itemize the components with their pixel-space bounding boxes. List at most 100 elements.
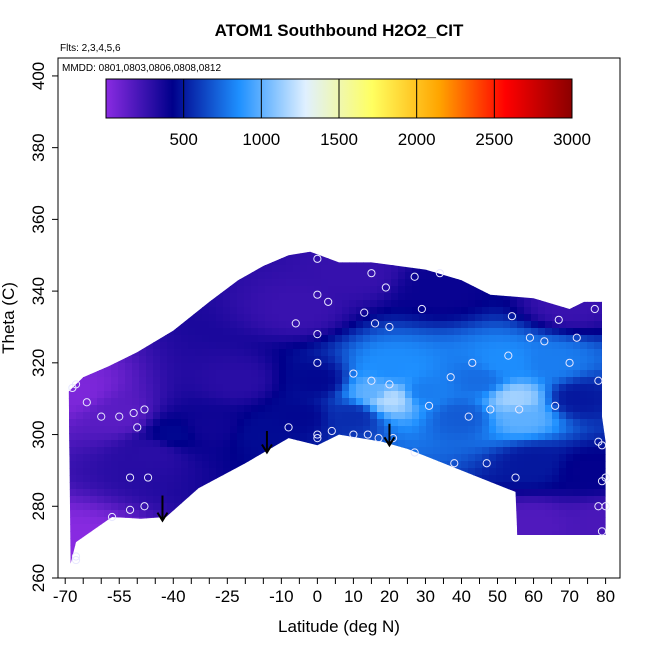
heatmap-cell xyxy=(328,370,336,378)
heatmap-cell xyxy=(482,363,490,371)
heatmap-cell xyxy=(68,300,70,308)
heatmap-cell xyxy=(482,370,490,378)
heatmap-cell xyxy=(76,405,84,413)
heatmap-cell xyxy=(230,447,238,455)
heatmap-cell xyxy=(111,237,119,245)
heatmap-cell xyxy=(251,545,259,553)
heatmap-cell xyxy=(412,419,420,427)
heatmap-cell xyxy=(482,461,490,469)
heatmap-cell xyxy=(447,426,455,434)
heatmap-cell xyxy=(181,272,189,280)
heatmap-cell xyxy=(517,342,525,350)
heatmap-cell xyxy=(160,531,168,539)
heatmap-cell xyxy=(356,293,364,301)
heatmap-cell xyxy=(496,405,504,413)
heatmap-cell xyxy=(559,342,567,350)
heatmap-cell xyxy=(601,447,606,455)
heatmap-cell xyxy=(349,489,357,497)
heatmap-cell xyxy=(286,391,294,399)
heatmap-cell xyxy=(195,265,203,273)
heatmap-cell xyxy=(573,328,581,336)
heatmap-cell xyxy=(531,230,539,238)
heatmap-cell xyxy=(188,328,196,336)
heatmap-cell xyxy=(335,545,343,553)
heatmap-cell xyxy=(440,251,448,259)
heatmap-cell xyxy=(377,538,385,546)
heatmap-cell xyxy=(251,377,259,385)
heatmap-cell xyxy=(398,447,406,455)
heatmap-cell xyxy=(552,265,560,273)
heatmap-cell xyxy=(300,230,308,238)
heatmap-cell xyxy=(216,545,224,553)
heatmap-cell xyxy=(538,454,546,462)
heatmap-cell xyxy=(559,314,567,322)
heatmap-cell xyxy=(321,447,329,455)
heatmap-cell xyxy=(412,517,420,525)
heatmap-cell xyxy=(475,328,483,336)
heatmap-cell xyxy=(139,328,147,336)
heatmap-cell xyxy=(279,342,287,350)
heatmap-cell xyxy=(426,419,434,427)
heatmap-cell xyxy=(405,545,413,553)
heatmap-cell xyxy=(454,545,462,553)
heatmap-cell xyxy=(426,440,434,448)
heatmap-cell xyxy=(279,328,287,336)
heatmap-cell xyxy=(237,538,245,546)
heatmap-cell xyxy=(209,545,217,553)
heatmap-cell xyxy=(342,258,350,266)
heatmap-cell xyxy=(475,496,483,504)
heatmap-cell xyxy=(594,433,602,441)
heatmap-cell xyxy=(370,433,378,441)
heatmap-cell xyxy=(209,482,217,490)
heatmap-cell xyxy=(202,517,210,525)
heatmap-cell xyxy=(69,524,77,532)
heatmap-cell xyxy=(587,391,595,399)
heatmap-cell xyxy=(265,272,273,280)
heatmap-cell xyxy=(286,398,294,406)
heatmap-cell xyxy=(188,482,196,490)
heatmap-cell xyxy=(118,468,126,476)
heatmap-cell xyxy=(454,356,462,364)
heatmap-cell xyxy=(489,496,497,504)
heatmap-cell xyxy=(83,370,91,378)
heatmap-cell xyxy=(377,314,385,322)
heatmap-cell xyxy=(545,244,553,252)
heatmap-cell xyxy=(475,377,483,385)
heatmap-cell xyxy=(573,496,581,504)
heatmap-cell xyxy=(454,384,462,392)
heatmap-cell xyxy=(580,398,588,406)
heatmap-cell xyxy=(68,272,70,280)
heatmap-cell xyxy=(132,293,140,301)
heatmap-cell xyxy=(335,230,343,238)
heatmap-cell xyxy=(461,552,469,560)
heatmap-cell xyxy=(237,412,245,420)
heatmap-cell xyxy=(83,524,91,532)
heatmap-cell xyxy=(223,342,231,350)
heatmap-cell xyxy=(181,475,189,483)
heatmap-cell xyxy=(209,230,217,238)
heatmap-cell xyxy=(524,517,532,525)
heatmap-cell xyxy=(398,384,406,392)
heatmap-cell xyxy=(146,377,154,385)
heatmap-cell xyxy=(517,503,525,511)
heatmap-cell xyxy=(104,531,112,539)
heatmap-cell xyxy=(370,244,378,252)
heatmap-cell xyxy=(405,251,413,259)
heatmap-cell xyxy=(237,391,245,399)
heatmap-cell xyxy=(244,405,252,413)
heatmap-cell xyxy=(489,384,497,392)
heatmap-cell xyxy=(118,349,126,357)
heatmap-cell xyxy=(573,384,581,392)
heatmap-cell xyxy=(531,265,539,273)
heatmap-cell xyxy=(552,356,560,364)
heatmap-cell xyxy=(489,349,497,357)
heatmap-cell xyxy=(356,398,364,406)
heatmap-cell xyxy=(174,363,182,371)
heatmap-cell xyxy=(468,510,476,518)
heatmap-cell xyxy=(503,468,511,476)
heatmap-cell xyxy=(125,335,133,343)
heatmap-cell xyxy=(153,328,161,336)
heatmap-cell xyxy=(489,237,497,245)
heatmap-cell xyxy=(160,321,168,329)
heatmap-cell xyxy=(384,321,392,329)
